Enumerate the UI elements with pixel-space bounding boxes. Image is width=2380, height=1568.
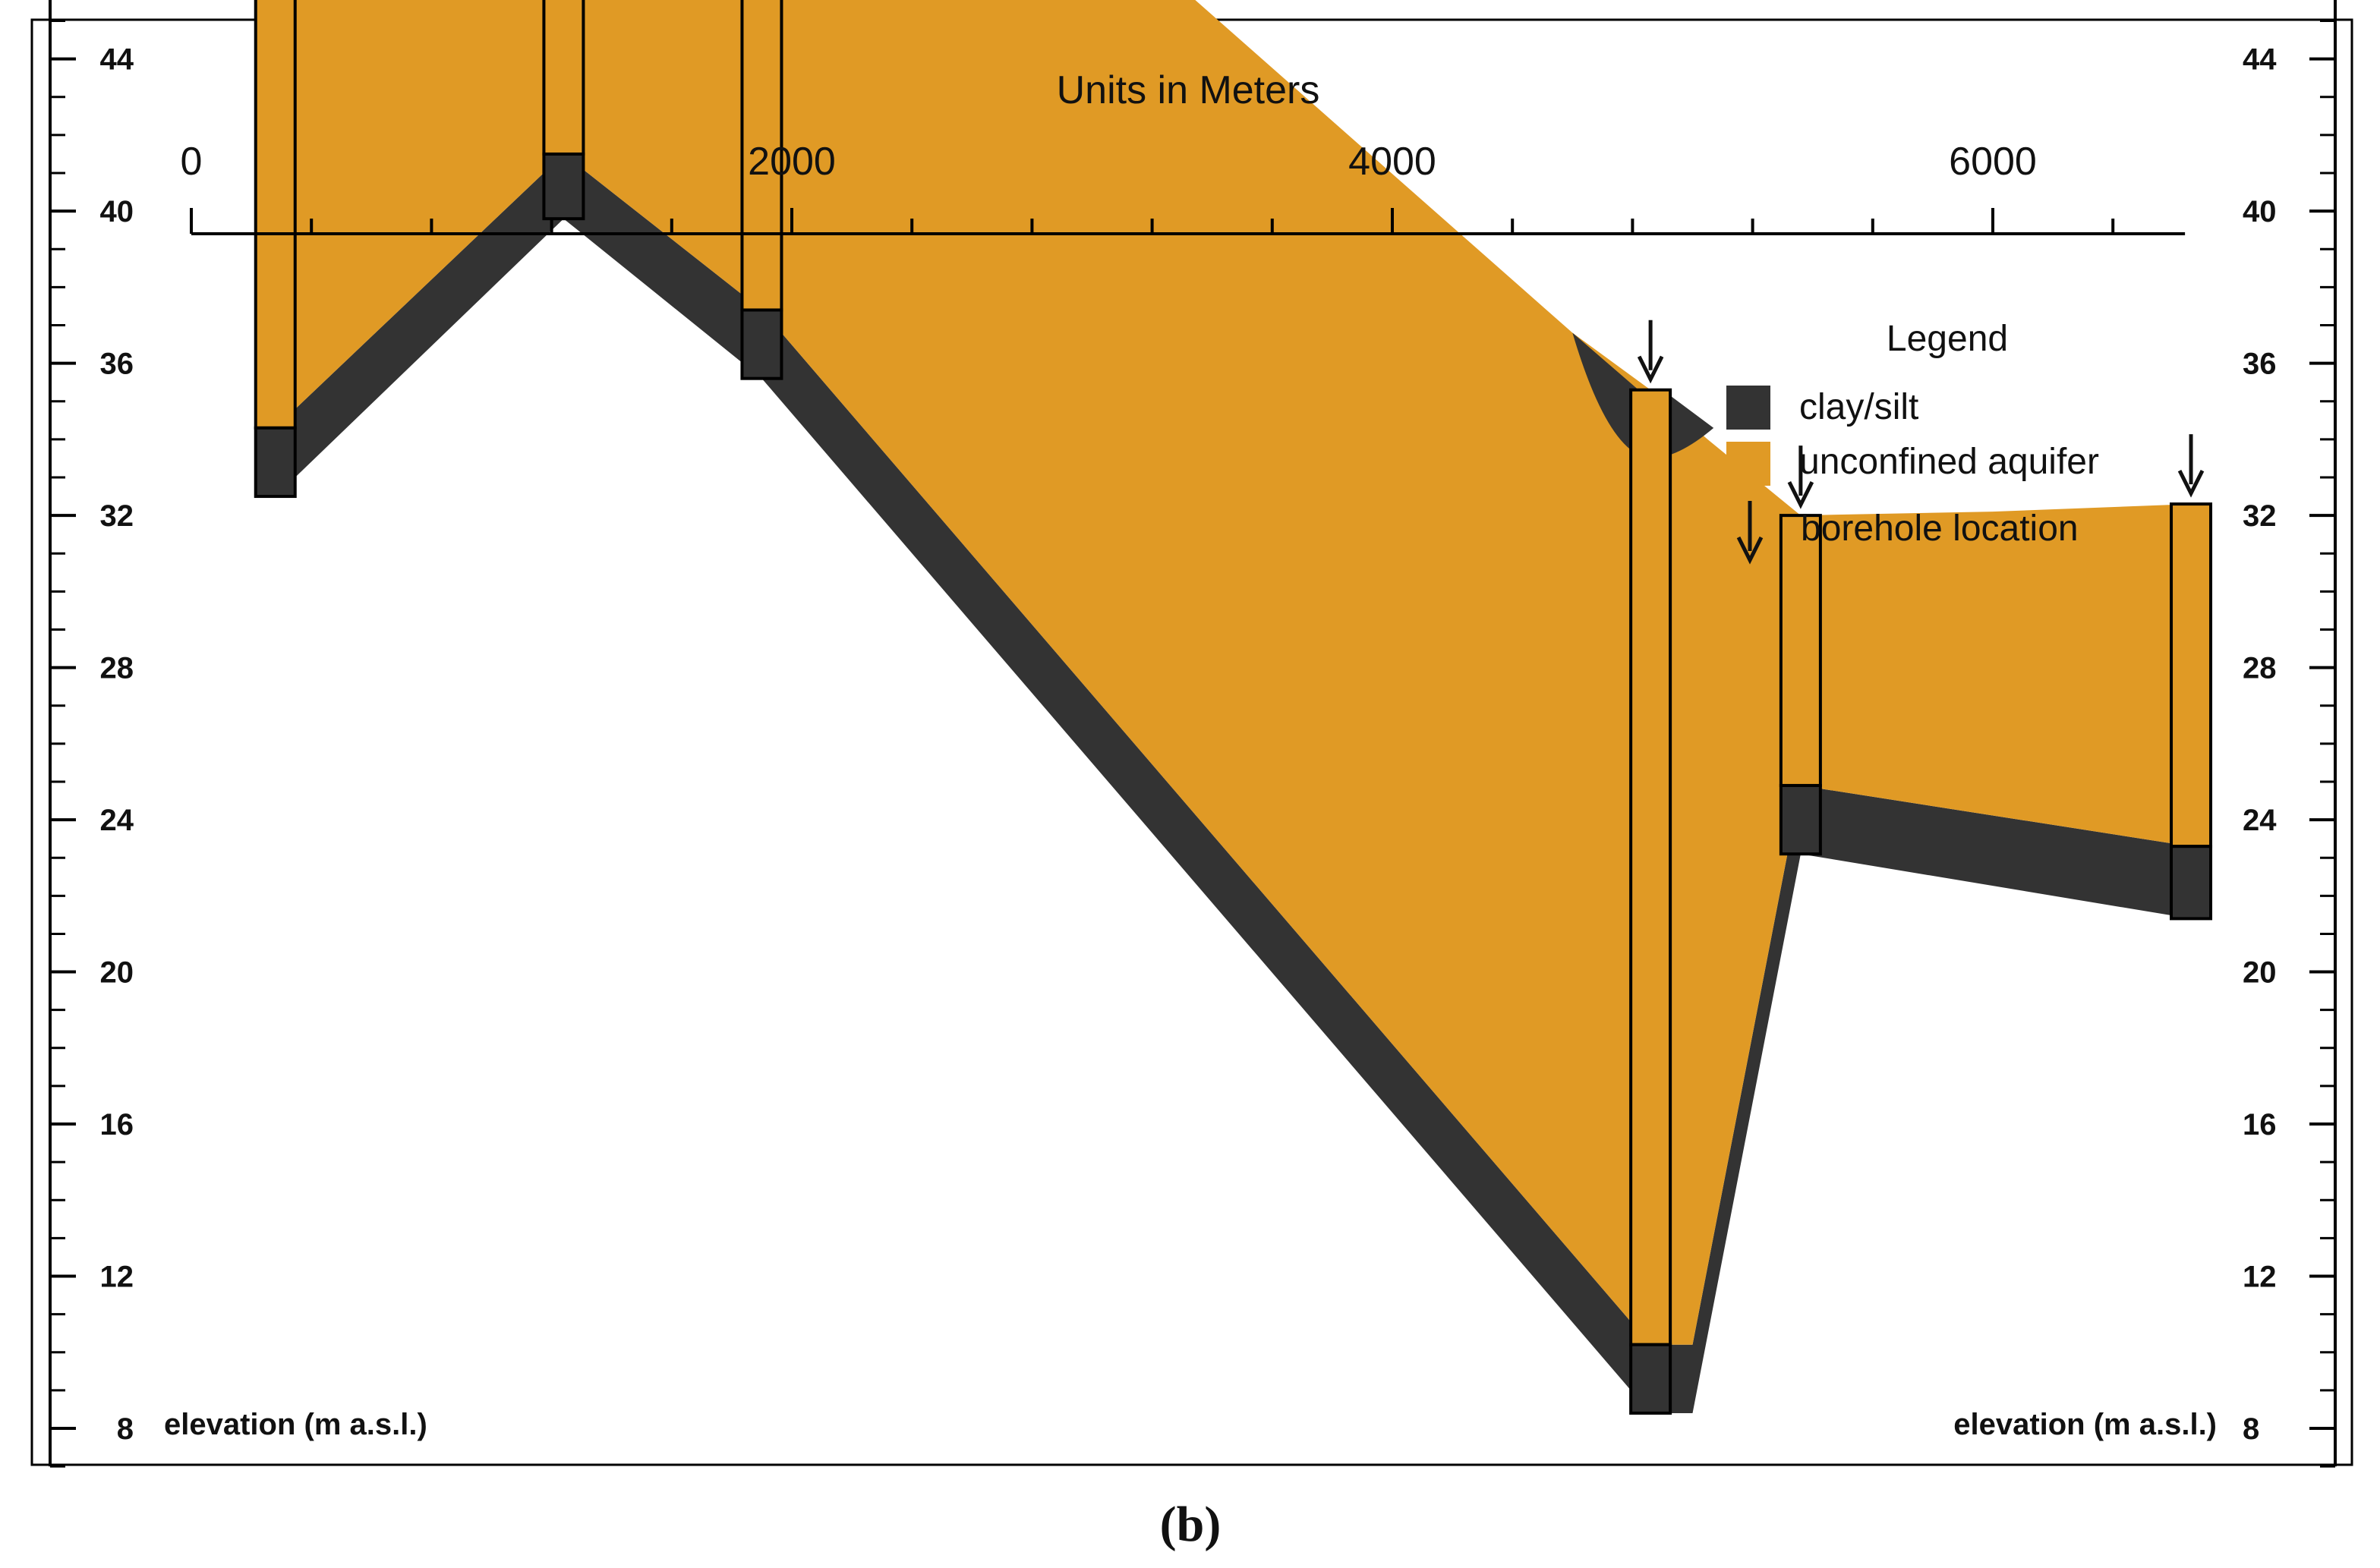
borehole-arrow-head bbox=[2177, 469, 2205, 498]
legend-label-clay: clay/silt bbox=[1799, 387, 1918, 427]
geologic-layers bbox=[254, 0, 2191, 1413]
borehole-clay-segment bbox=[740, 308, 783, 380]
y-right-tick-label: 24 bbox=[2243, 804, 2277, 837]
clay-swatch bbox=[1726, 386, 1770, 430]
elevation-label-right: elevation (m a.s.l.) bbox=[1953, 1408, 2217, 1441]
y-right-tick-label: 20 bbox=[2243, 956, 2277, 990]
boreholes bbox=[254, 0, 2213, 1415]
y-left-tick-label: 24 bbox=[100, 804, 134, 837]
y-right-tick-label: 12 bbox=[2243, 1261, 2277, 1294]
y-left-tick-label: 8 bbox=[117, 1412, 134, 1446]
borehole-arrow-head bbox=[1637, 355, 1664, 384]
x-axis: 0 2000 4000 6000 bbox=[181, 140, 2186, 235]
borehole-aquifer-segment bbox=[1779, 514, 1822, 787]
borehole-aquifer-segment bbox=[1629, 388, 1672, 1346]
borehole-clay-segment bbox=[254, 426, 297, 499]
x-axis-title: Units in Meters bbox=[1057, 68, 1320, 112]
y-right-tick-label: 44 bbox=[2243, 43, 2277, 77]
borehole-5 bbox=[1629, 320, 1672, 1415]
borehole-6 bbox=[1779, 446, 1822, 856]
legend-label-aquifer: unconfined aquifer bbox=[1799, 442, 2099, 482]
legend-label-borehole: borehole location bbox=[1801, 508, 2079, 549]
borehole-3 bbox=[542, 0, 585, 221]
down-arrow-icon bbox=[1637, 320, 1664, 384]
y-right-tick-label: 36 bbox=[2243, 348, 2277, 381]
y-left-tick-label: 36 bbox=[100, 348, 134, 381]
y-left-tick-label: 32 bbox=[100, 499, 134, 533]
y-axis-left: 6864605652484440363228242016128 bbox=[49, 0, 134, 1468]
down-arrow-icon bbox=[2177, 434, 2205, 498]
panel-label: (b) bbox=[1160, 1497, 1222, 1552]
borehole-arrow-head bbox=[1787, 481, 1814, 509]
aquifer-layer bbox=[257, 0, 2191, 1345]
borehole-clay-segment bbox=[1629, 1343, 1672, 1415]
y-left-tick-label: 40 bbox=[100, 195, 134, 228]
y-left-tick-label: 16 bbox=[100, 1108, 134, 1141]
x-tick-label: 6000 bbox=[1949, 140, 2037, 184]
y-right-tick-label: 32 bbox=[2243, 499, 2277, 533]
down-arrow-icon bbox=[1736, 501, 1764, 565]
borehole-aquifer-segment bbox=[2170, 502, 2213, 849]
clay-layer bbox=[254, 0, 2191, 1413]
borehole-2 bbox=[254, 0, 297, 499]
borehole-4 bbox=[740, 0, 783, 380]
y-right-tick-label: 28 bbox=[2243, 652, 2277, 685]
borehole-aquifer-segment bbox=[542, 0, 585, 156]
borehole-clay-segment bbox=[1779, 783, 1822, 856]
elevation-label-left: elevation (m a.s.l.) bbox=[164, 1408, 427, 1441]
borehole-aquifer-segment bbox=[254, 0, 297, 430]
borehole-7 bbox=[2170, 434, 2213, 921]
legend-title: Legend bbox=[1887, 319, 2008, 359]
y-left-tick-label: 12 bbox=[100, 1261, 134, 1294]
down-arrow-icon bbox=[1787, 446, 1814, 509]
borehole-clay-segment bbox=[2170, 845, 2213, 921]
x-tick-label: 4000 bbox=[1348, 140, 1436, 184]
y-right-tick-label: 40 bbox=[2243, 195, 2277, 228]
aquifer-swatch bbox=[1726, 442, 1770, 486]
y-right-tick-label: 16 bbox=[2243, 1108, 2277, 1141]
y-left-tick-label: 28 bbox=[100, 652, 134, 685]
y-axis-right: 6864605652484440363228242016128 bbox=[2243, 0, 2337, 1468]
x-tick-label: 0 bbox=[181, 140, 203, 184]
legend: Legend clay/silt unconfined aquifer bore… bbox=[1726, 319, 2099, 565]
x-tick-label: 2000 bbox=[748, 140, 836, 184]
y-right-tick-label: 8 bbox=[2243, 1412, 2259, 1446]
y-left-tick-label: 44 bbox=[100, 43, 134, 77]
borehole-clay-segment bbox=[542, 152, 585, 221]
y-left-tick-label: 20 bbox=[100, 956, 134, 990]
